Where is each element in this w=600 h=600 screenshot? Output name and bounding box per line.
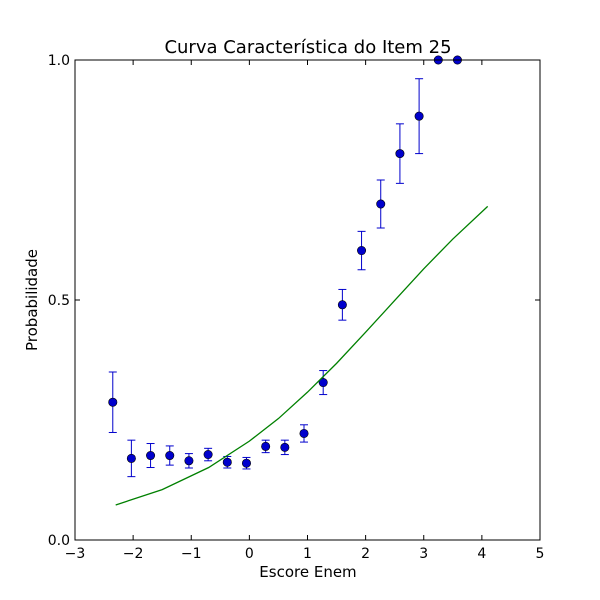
data-point-6 <box>203 447 213 462</box>
x-tick-label: 1 <box>303 546 312 562</box>
x-axis: −3 −2 −1 0 1 2 3 4 5 <box>65 60 545 562</box>
data-point-9 <box>261 439 271 454</box>
data-point-13 <box>337 288 347 321</box>
data-marker <box>395 149 405 159</box>
data-marker <box>222 457 232 467</box>
data-marker <box>108 397 118 407</box>
data-point-15 <box>376 179 386 229</box>
x-tick-label: 2 <box>361 546 370 562</box>
data-point-10 <box>280 439 290 456</box>
data-point-5 <box>184 453 194 469</box>
plot-area <box>108 55 489 506</box>
data-marker <box>241 458 251 468</box>
data-point-7 <box>222 455 232 469</box>
data-point-3 <box>146 443 156 469</box>
data-marker <box>318 378 328 388</box>
x-tick-label: 4 <box>477 546 486 562</box>
x-axis-label: Escore Enem <box>259 563 356 581</box>
data-marker <box>299 428 309 438</box>
plot-frame <box>74 59 541 541</box>
x-tick-label: 3 <box>419 546 428 562</box>
y-tick-label: 0.5 <box>48 293 70 309</box>
data-point-8 <box>241 456 251 470</box>
data-marker <box>184 456 194 466</box>
data-marker <box>203 450 213 460</box>
data-point-2 <box>126 439 136 478</box>
data-point-12 <box>318 370 328 396</box>
y-tick-label: 0.0 <box>48 533 70 549</box>
data-marker <box>280 442 290 452</box>
data-marker <box>414 111 424 121</box>
y-tick-label: 1.0 <box>48 53 70 69</box>
chart-title: Curva Característica do Item 25 <box>164 37 451 58</box>
x-tick-label: −3 <box>65 546 86 562</box>
x-tick-label: 0 <box>245 546 254 562</box>
data-point-17 <box>414 78 424 155</box>
x-tick-label: −1 <box>181 546 202 562</box>
data-marker <box>357 246 367 256</box>
y-axis: 0.0 0.5 1.0 <box>48 53 540 549</box>
fitted-curve <box>115 205 489 506</box>
data-point-11 <box>299 424 309 443</box>
data-point-1 <box>108 371 118 433</box>
data-point-4 <box>165 445 175 466</box>
data-marker <box>126 453 136 463</box>
y-axis-label: Probabilidade <box>23 249 41 351</box>
data-marker <box>146 451 156 461</box>
data-point-14 <box>357 230 367 271</box>
x-tick-label: 5 <box>536 546 545 562</box>
data-marker <box>261 441 271 451</box>
x-tick-label: −2 <box>123 546 144 562</box>
data-marker <box>376 199 386 209</box>
data-marker <box>165 451 175 461</box>
data-point-16 <box>395 123 405 184</box>
data-marker <box>337 300 347 310</box>
